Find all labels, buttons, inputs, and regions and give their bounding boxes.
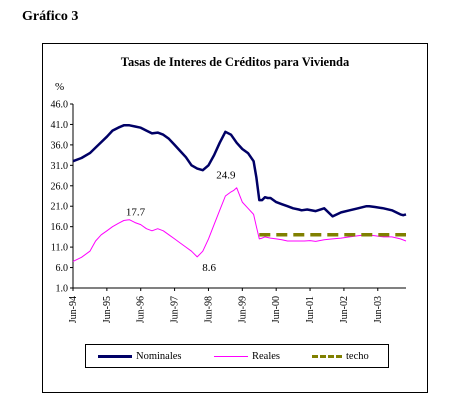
legend-swatch-nominales <box>98 354 132 358</box>
legend-swatch-techo <box>312 354 342 358</box>
x-tick-label: Jun-97 <box>170 296 181 323</box>
data-label: 24.9 <box>216 169 236 181</box>
y-tick-label: 6.0 <box>56 263 69 274</box>
y-tick-label: 41.0 <box>51 120 69 131</box>
data-label: 17.7 <box>126 207 146 219</box>
y-tick-label: 11.0 <box>51 243 68 254</box>
legend-item-reales: Reales <box>214 345 280 367</box>
data-label: 8.6 <box>202 262 216 274</box>
legend-label-reales: Reales <box>252 350 280 362</box>
x-tick-label: Jun-95 <box>102 296 113 323</box>
chart-frame: Tasas de Interes de Créditos para Vivien… <box>42 43 428 393</box>
x-tick-label: Jun-94 <box>68 296 79 323</box>
legend-label-nominales: Nominales <box>136 350 182 362</box>
x-tick-label: Jun-99 <box>237 296 248 323</box>
legend-label-techo: techo <box>346 350 369 362</box>
series-line-nominales <box>72 124 407 218</box>
x-tick-label: Jun-02 <box>339 296 350 323</box>
x-tick-label: Jun-96 <box>136 296 147 323</box>
y-tick-label: 36.0 <box>51 140 69 151</box>
legend-item-nominales: Nominales <box>98 345 182 367</box>
y-tick-label: 16.0 <box>51 222 69 233</box>
y-tick-label: 26.0 <box>51 181 69 192</box>
legend-swatch-reales <box>214 355 248 357</box>
y-axis-label: % <box>55 81 64 93</box>
figure-label: Gráfico 3 <box>22 9 79 24</box>
y-tick-label: 1.0 <box>56 284 69 295</box>
y-tick-label: 31.0 <box>51 161 69 172</box>
legend: Nominales Reales techo <box>85 344 389 368</box>
y-tick-label: 46.0 <box>51 100 69 111</box>
x-tick-label: Jun-01 <box>305 296 316 323</box>
line-chart: %46.041.036.031.026.021.016.011.06.01.0J… <box>51 81 407 323</box>
x-tick-label: Jun-00 <box>271 296 282 323</box>
chart-title: Tasas de Interes de Créditos para Vivien… <box>120 55 350 69</box>
y-tick-label: 21.0 <box>51 202 69 213</box>
x-tick-label: Jun-03 <box>373 296 384 323</box>
legend-item-techo: techo <box>312 345 369 367</box>
series-line-reales <box>72 187 407 262</box>
x-tick-label: Jun-98 <box>203 296 214 323</box>
